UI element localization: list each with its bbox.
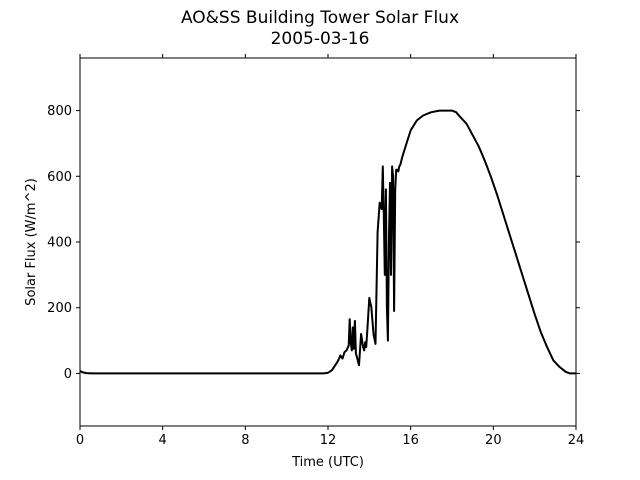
x-tick-label: 24 [568, 433, 585, 448]
y-axis-label: Solar Flux (W/m^2) [24, 178, 39, 306]
x-tick-label: 4 [159, 433, 167, 448]
y-axis: 0 200 400 600 800 [47, 104, 580, 382]
y-tick-label: 0 [64, 367, 72, 382]
chart-title: AO&SS Building Tower Solar Flux [180, 8, 460, 28]
chart-subtitle: 2005-03-16 [270, 29, 370, 49]
x-tick-label: 20 [485, 433, 502, 448]
x-tick-label: 8 [241, 433, 249, 448]
solar-flux-line [79, 109, 576, 375]
x-tick-label: 12 [320, 433, 337, 448]
x-axis-label: Time (UTC) [291, 455, 364, 470]
y-tick-label: 800 [47, 104, 72, 119]
y-tick-label: 600 [47, 170, 72, 185]
x-tick-label: 16 [402, 433, 419, 448]
y-tick-label: 400 [47, 236, 72, 251]
plot-frame [79, 57, 577, 427]
x-tick-label: 0 [76, 433, 84, 448]
x-axis: 0 4 8 12 16 20 24 [76, 54, 584, 448]
y-tick-label: 200 [47, 301, 72, 316]
